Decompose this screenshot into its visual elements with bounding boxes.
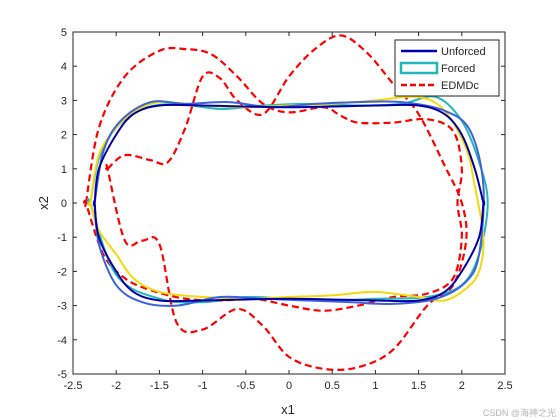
y-axis-label: x2 — [36, 196, 51, 210]
x-axis-label: x1 — [281, 402, 295, 417]
legend: Unforced Forced EDMDc — [394, 39, 500, 97]
series-line-trajectory-5 — [92, 100, 485, 307]
legend-label-unforced: Unforced — [441, 46, 486, 58]
y-tick-label: 5 — [61, 27, 67, 39]
y-tick-label: 0 — [61, 198, 67, 210]
x-tick-label: 0 — [286, 380, 292, 392]
x-tick-label: 1.5 — [411, 380, 426, 392]
x-tick-label: -2 — [111, 380, 121, 392]
y-tick-label: 2 — [61, 130, 67, 142]
watermark-text: CSDN @海神之光 — [483, 407, 556, 418]
y-tick-label: 4 — [61, 61, 67, 73]
x-tick-label: -0.5 — [236, 380, 255, 392]
tick-labels: -2.5 -2 -1.5 -1 -0.5 0 0.5 1 1.5 2 2.5 -5 -4 -3 -2 -1 0 1… — [57, 27, 512, 392]
y-tick-label: -2 — [57, 266, 67, 278]
y-tick-label: -4 — [57, 335, 67, 347]
series-group — [82, 34, 489, 372]
y-tick-label: -5 — [57, 369, 67, 381]
y-tick-label: 3 — [61, 95, 67, 107]
x-tick-label: 2 — [459, 380, 465, 392]
x-tick-label: -1 — [198, 380, 208, 392]
legend-swatch-forced — [399, 61, 439, 75]
x-tick-label: 2.5 — [497, 380, 512, 392]
series-line-edmdc — [82, 46, 463, 312]
x-tick-label: 1 — [372, 380, 378, 392]
x-tick-label: 0.5 — [325, 380, 340, 392]
y-tick-label: -1 — [57, 232, 67, 244]
y-tick-label: 1 — [61, 164, 67, 176]
series-line-trajectory-3 — [104, 34, 468, 372]
x-tick-label: -2.5 — [64, 380, 83, 392]
y-tick-label: -3 — [57, 301, 67, 313]
legend-label-edmdc: EDMDc — [441, 80, 479, 92]
series-line-unforced — [93, 103, 486, 303]
legend-label-forced: Forced — [441, 63, 475, 75]
x-tick-label: -1.5 — [150, 380, 169, 392]
legend-box — [394, 39, 500, 97]
